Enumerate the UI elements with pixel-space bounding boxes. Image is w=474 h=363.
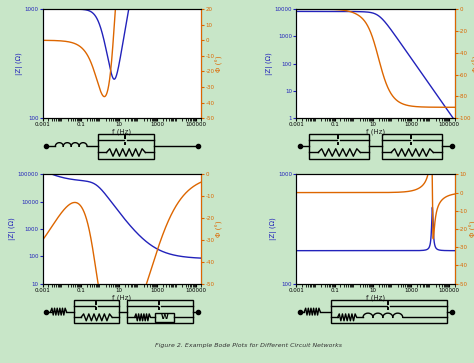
X-axis label: f (Hz): f (Hz) (366, 294, 385, 301)
Bar (127, 300, 193, 323)
Y-axis label: |Z| (Ω): |Z| (Ω) (9, 217, 16, 240)
Y-axis label: |Z| (Ω): |Z| (Ω) (270, 217, 277, 240)
Y-axis label: |Z| (Ω): |Z| (Ω) (16, 52, 23, 75)
Bar (331, 300, 447, 323)
Bar (382, 134, 442, 159)
Y-axis label: Φ (°): Φ (°) (216, 55, 223, 72)
Y-axis label: Φ (°): Φ (°) (470, 221, 474, 237)
Bar (309, 134, 369, 159)
X-axis label: f (Hz): f (Hz) (366, 129, 385, 135)
Y-axis label: Φ (°): Φ (°) (473, 55, 474, 72)
Bar (74, 300, 119, 323)
X-axis label: f (Hz): f (Hz) (112, 129, 131, 135)
Bar (155, 313, 174, 322)
Y-axis label: |Z| (Ω): |Z| (Ω) (266, 52, 273, 75)
Text: Figure 2. Example Bode Plots for Different Circuit Networks: Figure 2. Example Bode Plots for Differe… (155, 343, 342, 348)
Y-axis label: Φ (°): Φ (°) (216, 221, 223, 237)
Bar (98, 134, 154, 159)
X-axis label: f (Hz): f (Hz) (112, 294, 131, 301)
Text: W: W (161, 314, 169, 320)
